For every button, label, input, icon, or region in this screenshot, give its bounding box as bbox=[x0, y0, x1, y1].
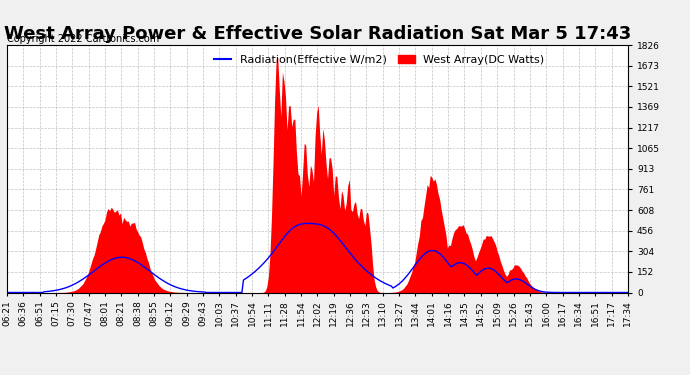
Legend: Radiation(Effective W/m2), West Array(DC Watts): Radiation(Effective W/m2), West Array(DC… bbox=[210, 51, 549, 69]
Title: West Array Power & Effective Solar Radiation Sat Mar 5 17:43: West Array Power & Effective Solar Radia… bbox=[3, 26, 631, 44]
Text: Copyright 2022 Cartronics.com: Copyright 2022 Cartronics.com bbox=[7, 34, 159, 44]
